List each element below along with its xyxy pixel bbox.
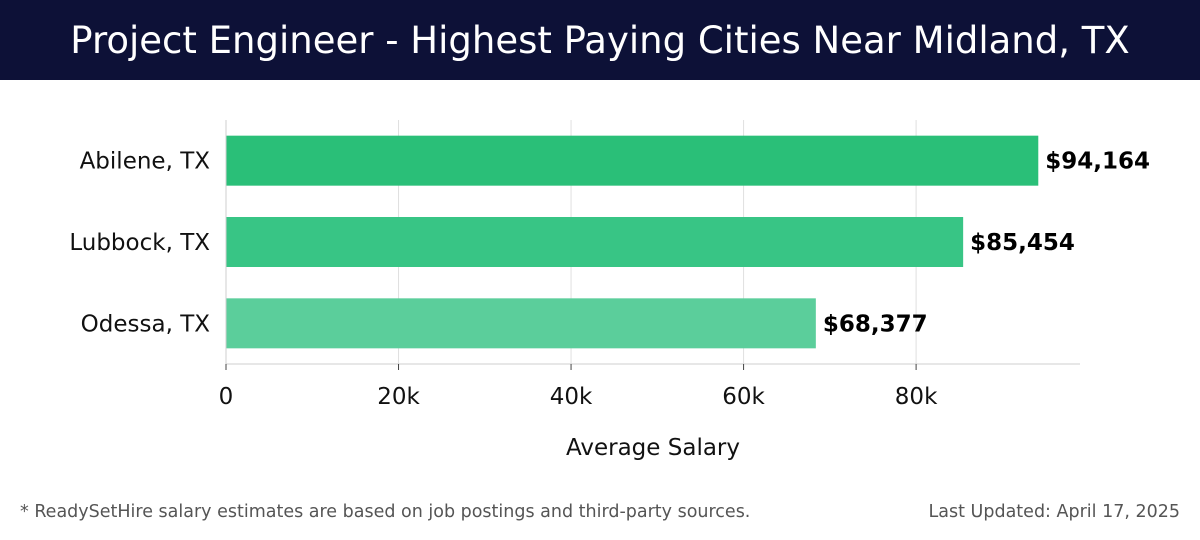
title-bar: Project Engineer - Highest Paying Cities… — [0, 0, 1200, 80]
category-label: Odessa, TX — [81, 311, 211, 337]
x-tick-label: 0 — [219, 384, 234, 410]
x-tick-label: 60k — [722, 384, 765, 410]
chart-title: Project Engineer - Highest Paying Cities… — [70, 18, 1130, 62]
data-label: $68,377 — [823, 311, 928, 337]
bar — [226, 135, 1039, 186]
bar-chart: Abilene, TX $94,164 Lubbock, TX $85,454 Odes… — [69, 120, 1150, 461]
category-label: Abilene, TX — [80, 149, 211, 175]
bar — [226, 298, 816, 349]
data-label: $94,164 — [1045, 149, 1150, 175]
category-label: Lubbock, TX — [69, 230, 210, 256]
data-label: $85,454 — [970, 230, 1075, 256]
x-tick-label: 20k — [377, 384, 420, 410]
x-tick-label: 80k — [895, 384, 938, 410]
x-tick-label: 40k — [550, 384, 593, 410]
last-updated: Last Updated: April 17, 2025 — [928, 502, 1180, 522]
bar — [226, 217, 964, 267]
footnote: * ReadySetHire salary estimates are base… — [20, 502, 751, 522]
x-axis-title: Average Salary — [566, 435, 740, 461]
